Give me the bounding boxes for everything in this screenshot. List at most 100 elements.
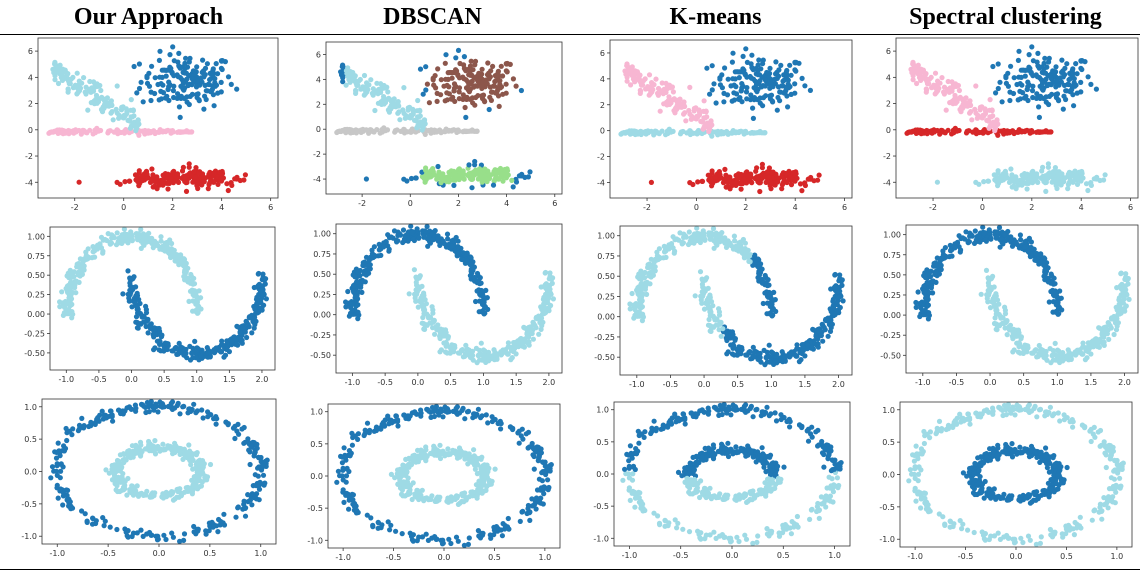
scatter-point	[430, 75, 436, 81]
x-tick-label: 6	[1128, 203, 1133, 212]
scatter-point	[763, 355, 769, 361]
scatter-point	[709, 230, 715, 236]
scatter-point	[385, 107, 391, 113]
scatter-point	[84, 130, 90, 136]
scatter-point	[58, 74, 64, 81]
scatter-point	[138, 79, 144, 85]
scatter-point	[191, 169, 197, 175]
scatter-point	[727, 240, 733, 246]
scatter-point	[435, 173, 441, 179]
scatter-point	[733, 84, 739, 90]
scatter-point	[731, 233, 737, 239]
scatter-point	[939, 75, 945, 81]
plot-frame	[609, 39, 853, 199]
scatter-point	[148, 97, 154, 104]
scatter-point	[809, 344, 815, 350]
scatter-point	[340, 79, 346, 85]
scatter-point	[113, 106, 119, 112]
scatter-point	[743, 128, 749, 134]
scatter-point	[349, 307, 355, 313]
scatter-point	[62, 67, 68, 73]
scatter-point	[792, 352, 798, 358]
scatter-point	[439, 175, 445, 181]
scatter-point	[74, 264, 80, 270]
scatter-point	[526, 326, 533, 332]
scatter-point	[1008, 166, 1014, 172]
scatter-point	[1019, 82, 1025, 88]
scatter-point	[916, 74, 923, 81]
scatter-point	[941, 89, 947, 95]
top-rule	[0, 34, 1140, 35]
scatter-point	[760, 95, 767, 101]
scatter-point	[225, 187, 231, 194]
scatter-point	[477, 71, 483, 77]
scatter-point	[960, 235, 966, 241]
scatter-point	[472, 102, 478, 108]
scatter-point	[724, 337, 730, 344]
scatter-point	[1046, 101, 1052, 108]
scatter-point	[969, 117, 975, 123]
scatter-point	[391, 100, 397, 107]
scatter-point	[717, 172, 723, 178]
scatter-point	[416, 234, 422, 240]
scatter-point	[704, 275, 710, 281]
scatter-point	[995, 168, 1001, 174]
scatter-point	[1040, 87, 1046, 93]
scatter-point	[203, 88, 209, 94]
scatter-point	[367, 266, 373, 272]
scatter-point	[1016, 48, 1022, 54]
scatter-point	[211, 179, 217, 185]
scatter-point	[725, 183, 731, 189]
scatter-point	[188, 172, 194, 179]
scatter-point	[143, 303, 149, 309]
scatter-point	[1028, 251, 1034, 258]
scatter-point	[1066, 180, 1072, 186]
scatter-point	[378, 81, 384, 87]
scatter-point	[756, 357, 762, 363]
scatter-point	[252, 306, 258, 312]
scatter-point	[415, 97, 421, 104]
scatter-point	[488, 89, 495, 95]
scatter-point	[417, 273, 423, 279]
scatter-point	[743, 352, 749, 358]
scatter-point	[767, 311, 773, 317]
scatter-point	[137, 300, 143, 307]
scatter-point	[925, 302, 931, 308]
scatter-point	[1029, 88, 1036, 94]
scatter-point	[157, 74, 163, 80]
scatter-point	[1017, 88, 1023, 94]
scatter-point	[1073, 61, 1079, 67]
scatter-point	[652, 268, 658, 274]
scatter-point	[1088, 81, 1094, 87]
scatter-point	[444, 90, 450, 96]
scatter-point	[794, 346, 800, 352]
scatter-point	[69, 315, 75, 321]
scatter-point	[471, 84, 477, 90]
scatter-point	[649, 89, 655, 95]
scatter-point	[438, 129, 444, 135]
scatter-point	[993, 90, 999, 96]
scatter-point	[74, 70, 80, 76]
scatter-point	[956, 87, 962, 94]
scatter-point	[772, 358, 779, 364]
scatter-point	[1074, 181, 1081, 187]
scatter-point	[929, 129, 935, 135]
scatter-point	[948, 248, 954, 254]
scatter-point	[655, 85, 662, 92]
scatter-point	[787, 84, 793, 90]
scatter-point	[913, 304, 919, 310]
scatter-point	[455, 47, 462, 53]
scatter-point	[708, 328, 714, 334]
scatter-point	[760, 300, 766, 307]
scatter-point	[651, 82, 657, 88]
x-tick-label: 1.5	[799, 380, 812, 389]
scatter-point	[503, 68, 509, 74]
panel-moons-2: -1.0 -0.5 0.0 0.5 1.0 1.5 2.0-0.50-0.250.000.2…	[594, 225, 853, 389]
scatter-point	[198, 353, 204, 359]
scatter-point	[207, 350, 213, 356]
scatter-point	[547, 292, 553, 298]
scatter-point	[739, 249, 745, 256]
scatter-point	[410, 236, 416, 242]
scatter-point	[432, 331, 438, 337]
